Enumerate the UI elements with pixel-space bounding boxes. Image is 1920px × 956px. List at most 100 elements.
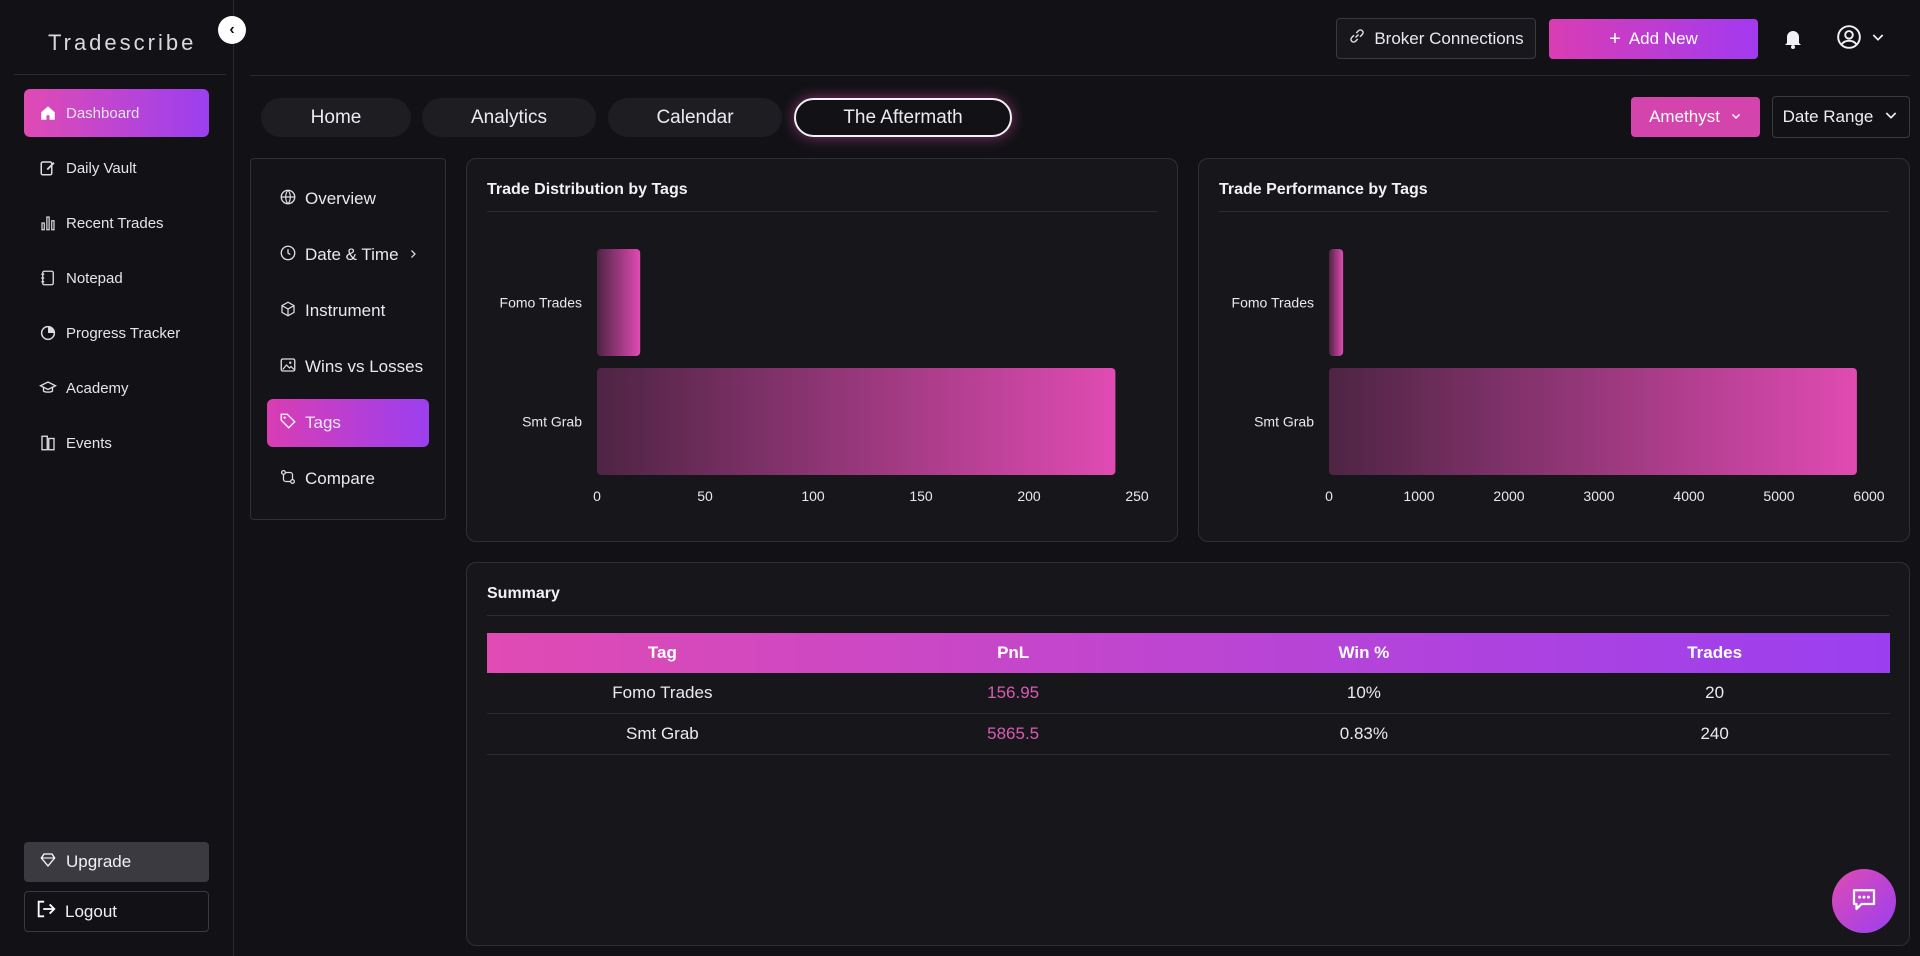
- card-divider: [487, 211, 1157, 212]
- logout-icon: [35, 898, 57, 925]
- trade-performance-chart: Fomo Trades Smt Grab 0 1000 2000 3000 4000 5000…: [1232, 249, 1885, 504]
- submenu-date-time[interactable]: Date & Time: [267, 231, 429, 279]
- table-header: Tag PnL Win % Trades: [487, 633, 1890, 673]
- x-tick-label: 1000: [1403, 488, 1434, 504]
- date-range-value: Date Range: [1782, 107, 1874, 126]
- progress-icon: [38, 323, 58, 343]
- sidebar-item-daily-vault[interactable]: Daily Vault: [24, 144, 209, 192]
- bell-icon[interactable]: [1781, 26, 1805, 50]
- logo-divider: [14, 74, 226, 75]
- chevron-left-icon: ‹: [229, 21, 235, 38]
- chart-bar[interactable]: [1329, 368, 1857, 475]
- trade-distribution-card: Trade Distribution by Tags Fomo Trades Sm…: [466, 158, 1178, 542]
- submenu-tags[interactable]: Tags: [267, 399, 429, 447]
- tab-the-aftermath[interactable]: The Aftermath: [794, 98, 1012, 137]
- compare-icon: [279, 468, 297, 491]
- chat-button[interactable]: [1832, 869, 1896, 933]
- x-tick-label: 200: [1017, 488, 1041, 504]
- card-divider: [1219, 211, 1889, 212]
- submenu-instrument[interactable]: Instrument: [267, 287, 429, 335]
- trades-cell: 20: [1705, 683, 1725, 702]
- x-tick-label: 250: [1125, 488, 1149, 504]
- date-range-select[interactable]: Date Range: [1772, 96, 1910, 138]
- chevron-down-icon: [1883, 107, 1899, 128]
- sidebar-item-label: Notepad: [66, 269, 123, 287]
- sidebar-item-progress-tracker[interactable]: Progress Tracker: [24, 309, 209, 357]
- account-select[interactable]: Amethyst: [1631, 97, 1760, 137]
- pnl-cell: 5865.5: [987, 724, 1040, 743]
- win-rate-cell: 10%: [1346, 683, 1381, 702]
- sidebar-item-academy[interactable]: Academy: [24, 364, 209, 412]
- notepad-icon: [38, 268, 58, 288]
- trade-performance-card: Trade Performance by Tags Fomo Trades Smt…: [1198, 158, 1910, 542]
- submenu-wins-vs-losses[interactable]: Wins vs Losses: [267, 343, 429, 391]
- submenu-overview[interactable]: Overview: [267, 175, 429, 223]
- sidebar-item-recent-trades[interactable]: Recent Trades: [24, 199, 209, 247]
- summary-card: Summary Tag PnL Win % Trades Fomo Trades…: [466, 562, 1910, 946]
- x-tick-label: 5000: [1763, 488, 1794, 504]
- sidebar-item-label: Progress Tracker: [66, 324, 181, 342]
- aftermath-submenu: Overview Date & Time Instrument Wins vs …: [250, 158, 446, 520]
- plus-icon: +: [1609, 28, 1621, 50]
- x-tick-label: 100: [801, 488, 825, 504]
- sidebar-item-events[interactable]: Events: [24, 419, 209, 467]
- submenu-label: Compare: [305, 469, 375, 488]
- tag-cell: Fomo Trades: [612, 683, 713, 702]
- sidebar: Tradescribe Dashboard Daily Vault Recent…: [0, 0, 234, 956]
- submenu-compare[interactable]: Compare: [267, 455, 429, 503]
- submenu-label: Instrument: [305, 301, 386, 320]
- sidebar-nav: Dashboard Daily Vault Recent Trades Note…: [24, 89, 209, 474]
- x-tick-label: 0: [1325, 488, 1333, 504]
- collapse-sidebar-button[interactable]: ‹: [218, 16, 246, 44]
- category-label: Fomo Trades: [500, 295, 582, 311]
- category-label: Fomo Trades: [1232, 295, 1314, 311]
- column-header[interactable]: Win %: [1338, 643, 1390, 662]
- x-tick-label: 150: [909, 488, 933, 504]
- account-select-value: Amethyst: [1649, 107, 1720, 126]
- sidebar-item-dashboard[interactable]: Dashboard: [24, 89, 209, 137]
- link-icon: [1348, 27, 1366, 50]
- table-row: Fomo Trades 156.95 10% 20: [487, 673, 1890, 714]
- x-tick-label: 0: [593, 488, 601, 504]
- trade-distribution-chart: Fomo Trades Smt Grab 0 50 100 150 200 250: [500, 249, 1149, 504]
- add-new-button[interactable]: + Add New: [1549, 19, 1758, 59]
- tab-analytics[interactable]: Analytics: [422, 98, 596, 137]
- home-icon: [38, 103, 58, 123]
- user-circle-icon: [1836, 24, 1862, 55]
- bar-chart-icon: [38, 213, 58, 233]
- tab-home[interactable]: Home: [261, 98, 411, 137]
- chevron-down-icon: [1730, 107, 1742, 127]
- upgrade-button[interactable]: Upgrade: [24, 842, 209, 882]
- pnl-cell: 156.95: [987, 683, 1040, 702]
- logout-button[interactable]: Logout: [24, 891, 209, 932]
- column-header[interactable]: PnL: [997, 643, 1030, 662]
- globe-icon: [279, 188, 297, 211]
- upgrade-label: Upgrade: [66, 852, 132, 871]
- column-header[interactable]: Trades: [1687, 643, 1743, 662]
- tag-icon: [279, 412, 297, 435]
- summary-title: Summary: [487, 585, 560, 602]
- chart-bar[interactable]: [597, 368, 1116, 475]
- header-divider: [250, 75, 1910, 76]
- edit-note-icon: [38, 158, 58, 178]
- win-rate-cell: 0.83%: [1339, 724, 1388, 743]
- broker-connections-button[interactable]: Broker Connections: [1336, 18, 1536, 59]
- graduation-cap-icon: [38, 378, 58, 398]
- x-tick-label: 6000: [1853, 488, 1884, 504]
- clock-icon: [279, 244, 297, 267]
- x-tick-label: 2000: [1493, 488, 1524, 504]
- chart-bar[interactable]: [1329, 249, 1344, 356]
- chart-bar[interactable]: [597, 249, 641, 356]
- sidebar-item-label: Recent Trades: [66, 214, 164, 232]
- tab-calendar[interactable]: Calendar: [608, 98, 782, 137]
- sidebar-item-notepad[interactable]: Notepad: [24, 254, 209, 302]
- user-menu[interactable]: [1836, 24, 1892, 55]
- tag-cell: Smt Grab: [626, 724, 699, 743]
- submenu-label: Overview: [305, 189, 376, 208]
- submenu-label: Wins vs Losses: [305, 357, 424, 376]
- logout-label: Logout: [65, 901, 117, 921]
- app-logo: Tradescribe: [48, 30, 197, 55]
- submenu-label: Date & Time: [305, 245, 399, 264]
- column-header[interactable]: Tag: [647, 643, 677, 662]
- submenu-label: Tags: [305, 413, 341, 432]
